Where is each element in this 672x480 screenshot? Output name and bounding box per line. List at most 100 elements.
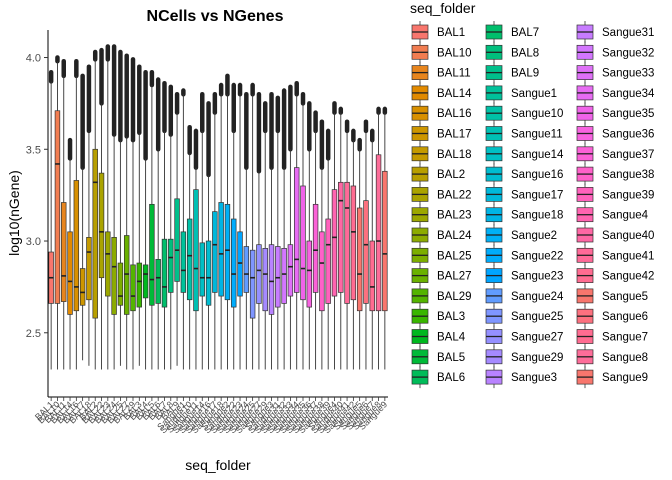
- iqr-box: [281, 248, 287, 304]
- legend-label: Sangue34: [602, 88, 655, 100]
- iqr-box: [344, 181, 350, 304]
- box-Sangue17: [212, 91, 218, 370]
- legend-label: BAL25: [437, 250, 472, 262]
- box-Sangue41: [344, 119, 350, 370]
- legend-item-BAL14: BAL14: [411, 81, 472, 104]
- legend-item-BAL8: BAL8: [485, 41, 539, 64]
- box-Sangue3: [268, 91, 275, 370]
- legend-label: Sangue38: [602, 169, 654, 181]
- box-BAL10: [54, 55, 61, 370]
- iqr-box: [79, 268, 86, 306]
- legend-item-BAL5: BAL5: [411, 345, 465, 368]
- legend-item-BAL29: BAL29: [411, 284, 472, 307]
- iqr-box: [155, 259, 161, 304]
- legend-item-Sangue10: Sangue10: [485, 102, 563, 125]
- iqr-box: [67, 231, 73, 315]
- box-Sangue36: [306, 101, 313, 370]
- box-Sangue27: [256, 91, 262, 370]
- legend-label: Sangue14: [511, 149, 564, 161]
- legend-label: Sangue24: [511, 291, 564, 303]
- iqr-box: [199, 242, 205, 297]
- iqr-box: [142, 264, 149, 299]
- iqr-box: [382, 170, 388, 312]
- legend-label: Sangue35: [602, 108, 654, 120]
- box-BAL29: [130, 57, 136, 370]
- box-Sangue9: [382, 106, 388, 370]
- iqr-box: [193, 189, 199, 312]
- iqr-box: [306, 240, 313, 308]
- legend-label: BAL29: [437, 291, 472, 303]
- iqr-box: [287, 244, 294, 297]
- iqr-box: [319, 231, 325, 312]
- box-BAL25: [117, 49, 124, 366]
- legend-label: BAL1: [437, 27, 465, 39]
- legend-label: BAL14: [437, 88, 472, 100]
- box-BAL1: [48, 69, 54, 370]
- legend-label: Sangue17: [511, 189, 563, 201]
- legend-item-BAL1: BAL1: [411, 21, 465, 43]
- legend-item-Sangue1: Sangue1: [485, 81, 557, 104]
- x-axis-ticks: BAL1BAL10BAL11BAL14BAL16BAL17BAL18BAL2BA…: [33, 397, 389, 435]
- iqr-box: [249, 249, 256, 319]
- legend-label: Sangue3: [511, 372, 557, 384]
- box-Sangue1: [180, 88, 187, 370]
- legend-item-BAL22: BAL22: [411, 183, 472, 206]
- legend-label: Sangue33: [602, 68, 654, 80]
- legend-item-BAL4: BAL4: [411, 325, 466, 348]
- iqr-box: [350, 185, 357, 301]
- legend-label: Sangue39: [602, 189, 654, 201]
- iqr-box: [161, 238, 168, 308]
- legend-item-Sangue8: Sangue8: [576, 345, 648, 368]
- legend-label: BAL10: [437, 47, 472, 59]
- iqr-box: [180, 231, 187, 293]
- legend-label: Sangue10: [511, 108, 563, 120]
- legend-item-BAL27: BAL27: [411, 264, 472, 287]
- iqr-box: [262, 248, 268, 312]
- box-BAL14: [67, 137, 73, 370]
- iqr-box: [186, 218, 193, 301]
- iqr-box: [231, 218, 237, 308]
- iqr-box: [92, 148, 98, 319]
- legend-item-BAL2: BAL2: [411, 163, 465, 186]
- y-tick-label: 3.0: [26, 236, 41, 248]
- box-Sangue4: [331, 101, 338, 370]
- legend-item-BAL6: BAL6: [411, 366, 465, 389]
- legend-item-BAL10: BAL10: [411, 41, 472, 64]
- box-BAL27: [123, 53, 130, 370]
- iqr-box: [168, 238, 174, 293]
- legend-label: Sangue2: [511, 230, 557, 242]
- iqr-box: [174, 198, 180, 282]
- box-BAL9: [174, 91, 180, 366]
- box-Sangue25: [249, 82, 256, 370]
- legend-label: Sangue23: [511, 271, 563, 283]
- legend-label: Sangue16: [511, 169, 563, 181]
- legend-label: BAL16: [437, 108, 472, 120]
- iqr-box: [300, 185, 306, 301]
- box-Sangue11: [193, 128, 199, 370]
- legend-label: Sangue32: [602, 47, 654, 59]
- legend-label: Sangue4: [602, 210, 649, 222]
- iqr-box: [130, 264, 136, 312]
- legend-item-Sangue27: Sangue27: [485, 325, 563, 348]
- box-Sangue32: [281, 88, 287, 370]
- legend-label: Sangue27: [511, 332, 563, 344]
- legend-label: Sangue31: [602, 27, 654, 39]
- box-Sangue16: [205, 101, 212, 370]
- iqr-box: [117, 262, 124, 306]
- legend-label: BAL5: [437, 352, 465, 364]
- legend-item-Sangue22: Sangue22: [485, 244, 563, 267]
- box-BAL23: [105, 44, 111, 370]
- box-BAL4: [142, 69, 149, 370]
- legend-item-Sangue16: Sangue16: [485, 163, 563, 186]
- legend-label: BAL7: [511, 27, 539, 39]
- box-BAL24: [111, 44, 117, 370]
- y-axis-ticks: 2.5 3.0 3.5 4.0: [26, 53, 48, 340]
- box-BAL11: [61, 58, 67, 370]
- legend-item-Sangue14: Sangue14: [485, 142, 564, 165]
- iqr-box: [325, 218, 331, 304]
- iqr-box: [237, 231, 243, 297]
- legend-item-Sangue11: Sangue11: [485, 122, 563, 145]
- y-axis-title: log10(nGene): [6, 170, 22, 256]
- legend-item-BAL24: BAL24: [411, 224, 472, 246]
- box-BAL7: [161, 80, 168, 370]
